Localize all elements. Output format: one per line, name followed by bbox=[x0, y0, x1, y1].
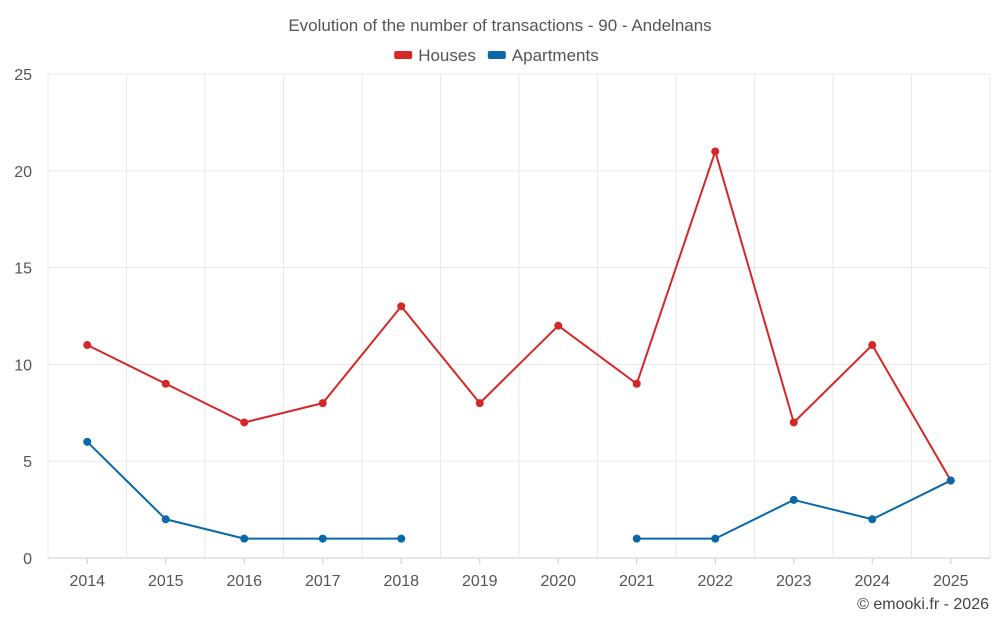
legend-label-houses[interactable]: Houses bbox=[418, 46, 476, 65]
data-point-houses-2019[interactable] bbox=[475, 399, 484, 408]
x-tick-label: 2020 bbox=[540, 573, 576, 590]
x-tick-label: 2018 bbox=[383, 573, 419, 590]
data-point-apartments-2021[interactable] bbox=[632, 534, 641, 543]
data-point-apartments-2016[interactable] bbox=[240, 534, 249, 543]
x-tick-label: 2023 bbox=[776, 573, 812, 590]
x-tick-label: 2022 bbox=[697, 573, 733, 590]
data-point-apartments-2024[interactable] bbox=[868, 515, 877, 524]
x-axis: 2014 2015 2016 2017 2018 2019 2020 2021 2022 2023… bbox=[69, 558, 969, 590]
x-tick-label: 2014 bbox=[69, 573, 105, 590]
data-point-apartments-2022[interactable] bbox=[711, 534, 720, 543]
series-group bbox=[83, 147, 955, 543]
grid bbox=[47, 73, 991, 559]
series-apartments bbox=[83, 437, 955, 543]
data-point-houses-2015[interactable] bbox=[161, 379, 170, 388]
data-point-houses-2024[interactable] bbox=[868, 341, 877, 350]
y-axis: 0 5 10 15 20 25 bbox=[14, 67, 32, 568]
x-tick-label: 2016 bbox=[226, 573, 262, 590]
legend-label-apartments[interactable]: Apartments bbox=[512, 46, 599, 65]
data-point-apartments-2018[interactable] bbox=[397, 534, 406, 543]
y-tick-label: 0 bbox=[23, 551, 32, 568]
data-point-houses-2023[interactable] bbox=[789, 418, 798, 427]
x-tick-label: 2019 bbox=[462, 573, 498, 590]
data-point-houses-2021[interactable] bbox=[632, 379, 641, 388]
data-point-houses-2016[interactable] bbox=[240, 418, 249, 427]
x-tick-label: 2021 bbox=[619, 573, 655, 590]
series-line-apartments bbox=[636, 479, 952, 540]
series-line-apartments bbox=[86, 441, 402, 540]
data-point-apartments-2023[interactable] bbox=[789, 495, 798, 504]
data-point-houses-2018[interactable] bbox=[397, 302, 406, 311]
data-point-houses-2014[interactable] bbox=[83, 341, 92, 350]
y-tick-label: 15 bbox=[14, 261, 32, 278]
data-point-apartments-2017[interactable] bbox=[318, 534, 327, 543]
x-tick-label: 2017 bbox=[305, 573, 341, 590]
data-point-apartments-2025[interactable] bbox=[946, 476, 955, 485]
y-tick-label: 25 bbox=[14, 67, 32, 84]
series-line-houses bbox=[86, 150, 952, 482]
x-tick-label: 2024 bbox=[854, 573, 890, 590]
credit-text: © emooki.fr - 2026 bbox=[857, 596, 989, 613]
legend-swatch-houses[interactable] bbox=[394, 51, 413, 59]
x-tick-label: 2015 bbox=[148, 573, 184, 590]
data-point-houses-2017[interactable] bbox=[318, 399, 327, 408]
x-tick-label: 2025 bbox=[933, 573, 969, 590]
y-tick-label: 5 bbox=[23, 454, 32, 471]
data-point-apartments-2014[interactable] bbox=[83, 437, 92, 446]
y-tick-label: 10 bbox=[14, 357, 32, 374]
data-point-houses-2022[interactable] bbox=[711, 147, 720, 156]
chart-title: Evolution of the number of transactions … bbox=[288, 16, 711, 35]
y-tick-label: 20 bbox=[14, 164, 32, 181]
legend: Houses Apartments bbox=[394, 46, 599, 65]
data-point-houses-2020[interactable] bbox=[554, 321, 563, 330]
data-point-apartments-2015[interactable] bbox=[161, 515, 170, 524]
legend-swatch-apartments[interactable] bbox=[487, 51, 506, 59]
